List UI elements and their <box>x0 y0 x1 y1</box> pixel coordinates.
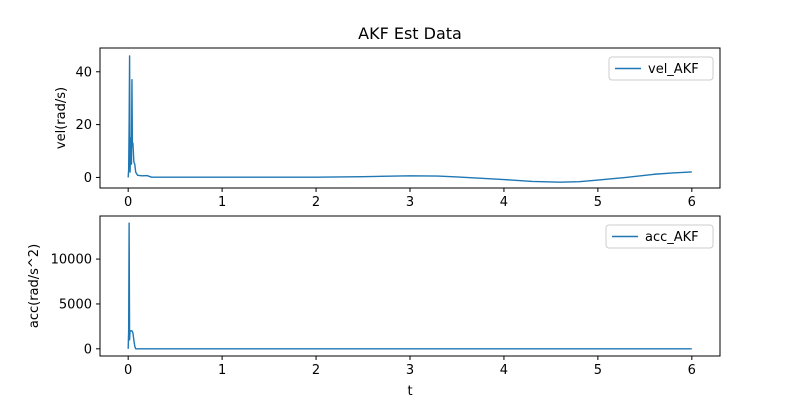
x-axis-label: t <box>407 384 412 399</box>
chart-title: AKF Est Data <box>358 24 462 43</box>
x-tick-label: 6 <box>688 195 696 210</box>
legend-box <box>608 56 714 81</box>
x-tick-label: 1 <box>218 195 226 210</box>
y-axis-label: acc(rad/s^2) <box>27 244 42 328</box>
y-tick-label: 20 <box>75 118 92 133</box>
legend-label: acc_AKF <box>645 230 699 245</box>
velocity-subplot: 0 1 2 3 4 5 6 0 20 40 vel(rad/s) vel_AKF <box>54 47 721 210</box>
legend: acc_AKF <box>605 224 714 249</box>
x-tick-label: 5 <box>594 195 602 210</box>
legend: vel_AKF <box>608 56 714 81</box>
y-tick-label: 5000 <box>59 297 92 312</box>
x-tick-label: 2 <box>312 195 320 210</box>
y-axis-label: vel(rad/s) <box>54 87 69 149</box>
y-tick-label: 0 <box>84 171 92 186</box>
x-tick-label: 6 <box>688 363 696 378</box>
x-tick-label: 4 <box>500 363 508 378</box>
x-tick-label: 2 <box>312 363 320 378</box>
legend-box <box>605 224 714 249</box>
acceleration-subplot: 0 1 2 3 4 5 6 0 5000 10000 acc(rad/s^2) t acc_AKF <box>27 215 721 399</box>
x-tick-label: 3 <box>406 363 414 378</box>
x-tick-label: 0 <box>124 195 132 210</box>
x-tick-label: 5 <box>594 363 602 378</box>
x-tick-label: 4 <box>500 195 508 210</box>
x-tick-label: 1 <box>218 363 226 378</box>
legend-label: vel_AKF <box>648 62 699 77</box>
y-tick-label: 40 <box>75 65 92 80</box>
x-tick-label: 3 <box>406 195 414 210</box>
x-tick-label: 0 <box>124 363 132 378</box>
y-tick-label: 10000 <box>51 253 92 268</box>
series-line-acc_AKF <box>127 222 692 350</box>
series-line-vel_AKF <box>127 55 692 183</box>
y-tick-label: 0 <box>84 342 92 357</box>
